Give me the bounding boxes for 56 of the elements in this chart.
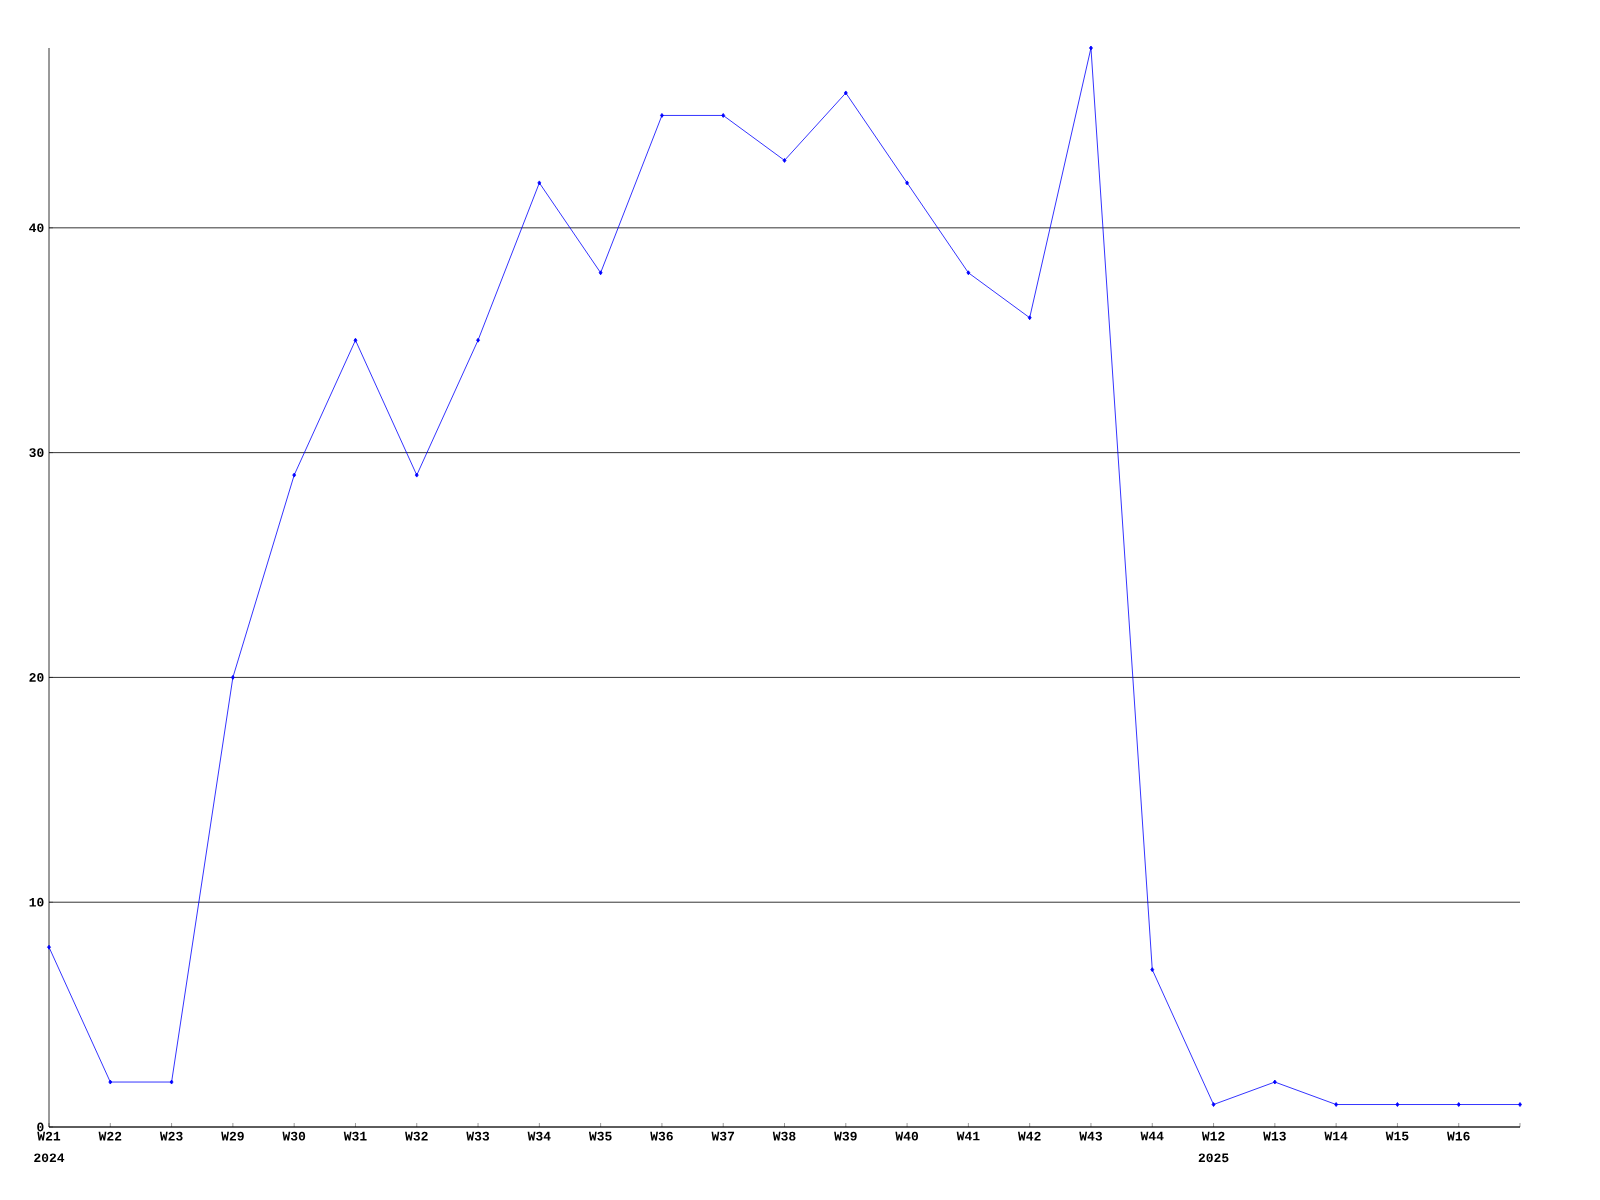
y-tick-label: 30	[29, 448, 44, 458]
point	[1395, 1102, 1400, 1107]
x-tick-label: W39	[834, 1131, 857, 1141]
x-tick-label: W21	[37, 1131, 61, 1141]
point	[537, 180, 542, 186]
point	[660, 113, 664, 118]
point	[782, 158, 787, 163]
point	[1518, 1102, 1522, 1107]
point	[1272, 1079, 1277, 1085]
y-tick-label: 40	[29, 223, 44, 233]
point	[230, 675, 235, 680]
x-tick-label: W38	[772, 1131, 796, 1141]
text: 2025	[1198, 1153, 1229, 1163]
x-tick-label: W33	[466, 1131, 490, 1141]
x-tick-label: W36	[650, 1131, 673, 1141]
point	[1089, 45, 1093, 51]
x-tick-label: W31	[343, 1131, 367, 1141]
point	[353, 337, 358, 343]
y-tick-label: 10	[29, 897, 44, 907]
x-tick-label: W35	[588, 1131, 612, 1141]
y-tick-label: 20	[29, 673, 44, 682]
point	[108, 1079, 113, 1085]
x-tick-label: W34	[527, 1131, 551, 1141]
point	[1334, 1102, 1339, 1107]
x-tick-label: W14	[1324, 1131, 1348, 1141]
x-tick-label: W23	[159, 1131, 183, 1141]
point	[1211, 1102, 1216, 1107]
x-tick-label: W15	[1385, 1131, 1409, 1141]
point	[966, 270, 971, 276]
point	[414, 472, 419, 478]
text: 2024	[34, 1153, 65, 1163]
point	[843, 90, 848, 96]
x-tick-label: W42	[1017, 1131, 1041, 1141]
x-tick-label: W40	[895, 1131, 919, 1141]
point	[476, 337, 480, 343]
point	[1456, 1102, 1461, 1107]
point	[721, 113, 726, 118]
x-tick-label: W13	[1263, 1131, 1286, 1141]
x-tick-label: W41	[956, 1131, 980, 1141]
x-tick-label: W43	[1079, 1131, 1102, 1141]
point	[905, 180, 909, 186]
x-tick-label: W16	[1447, 1131, 1470, 1141]
x-tick-label: W30	[282, 1131, 306, 1141]
point	[598, 270, 603, 276]
point	[292, 472, 297, 478]
point	[169, 1079, 174, 1085]
point	[47, 944, 51, 950]
x-tick-label: W12	[1201, 1131, 1225, 1141]
x-tick-label: W37	[711, 1131, 735, 1141]
x-tick-label: W44	[1140, 1131, 1164, 1141]
x-tick-label: W22	[98, 1131, 122, 1141]
point	[1150, 967, 1155, 973]
point	[1027, 315, 1032, 321]
x-tick-label: W29	[221, 1131, 244, 1141]
y-tick-label: 0	[37, 1122, 44, 1132]
x-tick-label: W32	[405, 1131, 428, 1141]
